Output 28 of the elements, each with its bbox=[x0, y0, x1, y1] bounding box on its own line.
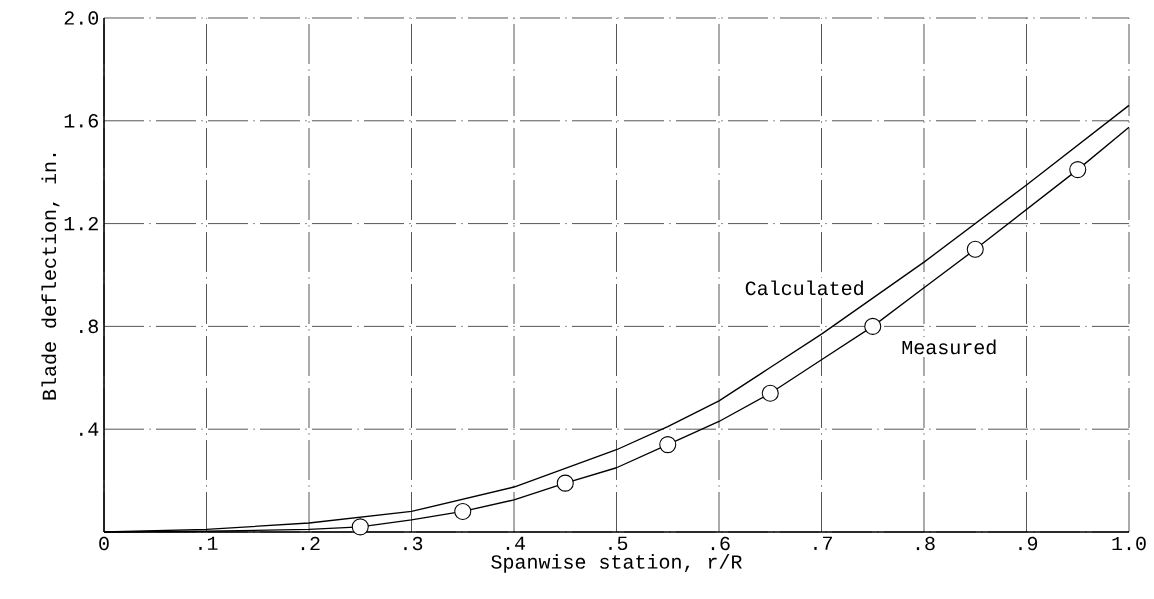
series-label: Measured bbox=[902, 339, 996, 355]
x-tick-label: .8 bbox=[916, 536, 935, 551]
x-tick-label: 1.0 bbox=[1112, 536, 1146, 551]
point bbox=[1069, 161, 1087, 179]
point bbox=[761, 384, 779, 402]
x-tick-label: .4 bbox=[506, 536, 525, 550]
point bbox=[556, 474, 574, 492]
x-axis-title: Spanwise station, r/R bbox=[491, 554, 742, 573]
point bbox=[659, 436, 677, 454]
x-tick-label: .5 bbox=[609, 536, 628, 551]
x-tick-label: .3 bbox=[404, 536, 423, 551]
x-tick-label: .6 bbox=[711, 536, 730, 551]
point bbox=[351, 518, 369, 536]
x-tick-label: 0 bbox=[99, 536, 109, 551]
x-tick-label: .7 bbox=[814, 536, 832, 550]
series-label: Calculated bbox=[745, 280, 863, 296]
point bbox=[454, 502, 472, 520]
y-tick-label: .8 bbox=[80, 319, 98, 334]
y-tick-label: .4 bbox=[80, 422, 99, 436]
x-tick-label: .9 bbox=[1019, 536, 1038, 551]
x-tick-label: .2 bbox=[301, 536, 320, 551]
y-axis-title: Blade deflection, in. bbox=[41, 153, 60, 400]
y-tick-label: 1.6 bbox=[64, 114, 98, 128]
point bbox=[864, 317, 882, 335]
x-tick-label: .1 bbox=[199, 536, 218, 550]
point bbox=[966, 240, 984, 258]
y-tick-label: 2.0 bbox=[64, 11, 99, 25]
y-tick-label: 1.2 bbox=[64, 216, 98, 231]
